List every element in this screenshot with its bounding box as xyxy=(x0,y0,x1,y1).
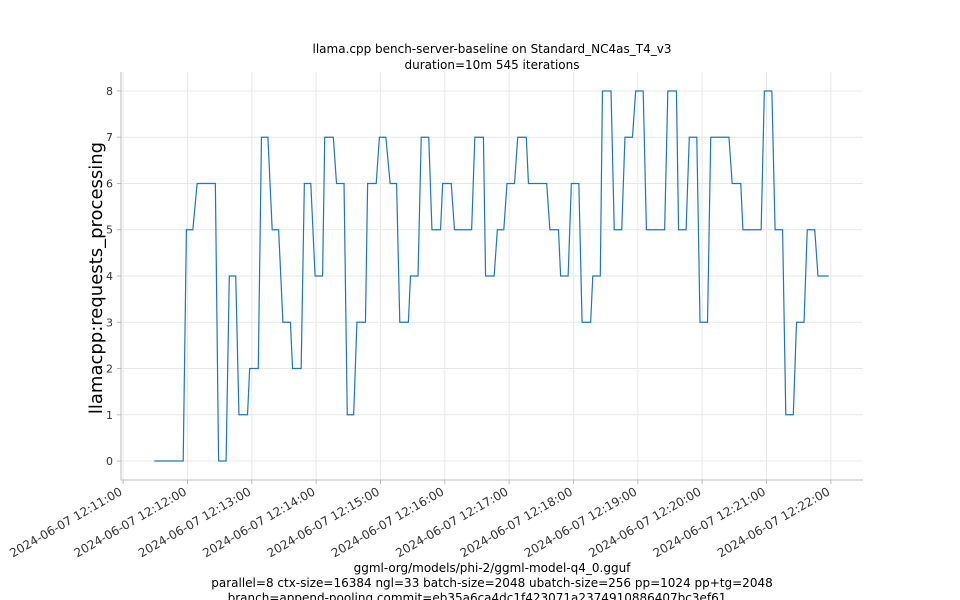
x-tick-label: 2024-06-07 12:17:00 xyxy=(393,484,510,560)
x-tick-label: 2024-06-07 12:12:00 xyxy=(72,484,189,560)
footer-line: parallel=8 ctx-size=16384 ngl=33 batch-s… xyxy=(211,576,772,590)
chart-title: llama.cpp bench-server-baseline on Stand… xyxy=(313,42,672,56)
x-tick-label: 2024-06-07 12:22:00 xyxy=(715,484,832,560)
x-tick-label: 2024-06-07 12:13:00 xyxy=(136,484,253,560)
x-tick-label: 2024-06-07 12:15:00 xyxy=(265,484,382,560)
y-tick-label: 4 xyxy=(106,270,113,283)
footer-line: branch=append-pooling commit=eb35a6ca4dc… xyxy=(228,591,727,600)
x-tick-label: 2024-06-07 12:16:00 xyxy=(329,484,446,560)
y-axis-label: llamacpp:requests_processing xyxy=(86,142,107,414)
x-tick-label: 2024-06-07 12:18:00 xyxy=(458,484,575,560)
data-line xyxy=(154,90,829,462)
y-tick-label: 1 xyxy=(106,409,113,422)
y-tick-label: 2 xyxy=(106,363,113,376)
x-tick-label: 2024-06-07 12:11:00 xyxy=(7,484,124,560)
chart-subtitle: duration=10m 545 iterations xyxy=(405,58,580,72)
y-tick-label: 3 xyxy=(106,316,113,329)
y-tick-label: 7 xyxy=(106,131,113,144)
y-tick-label: 6 xyxy=(106,177,113,190)
footer-line: ggml-org/models/phi-2/ggml-model-q4_0.gg… xyxy=(354,561,632,575)
y-tick-label: 5 xyxy=(106,224,113,237)
x-tick-label: 2024-06-07 12:19:00 xyxy=(522,484,639,560)
x-tick-label: 2024-06-07 12:20:00 xyxy=(586,484,703,560)
y-tick-label: 0 xyxy=(106,455,113,468)
x-tick-label: 2024-06-07 12:21:00 xyxy=(651,484,768,560)
x-tick-label: 2024-06-07 12:14:00 xyxy=(200,484,317,560)
y-tick-label: 8 xyxy=(106,85,113,98)
